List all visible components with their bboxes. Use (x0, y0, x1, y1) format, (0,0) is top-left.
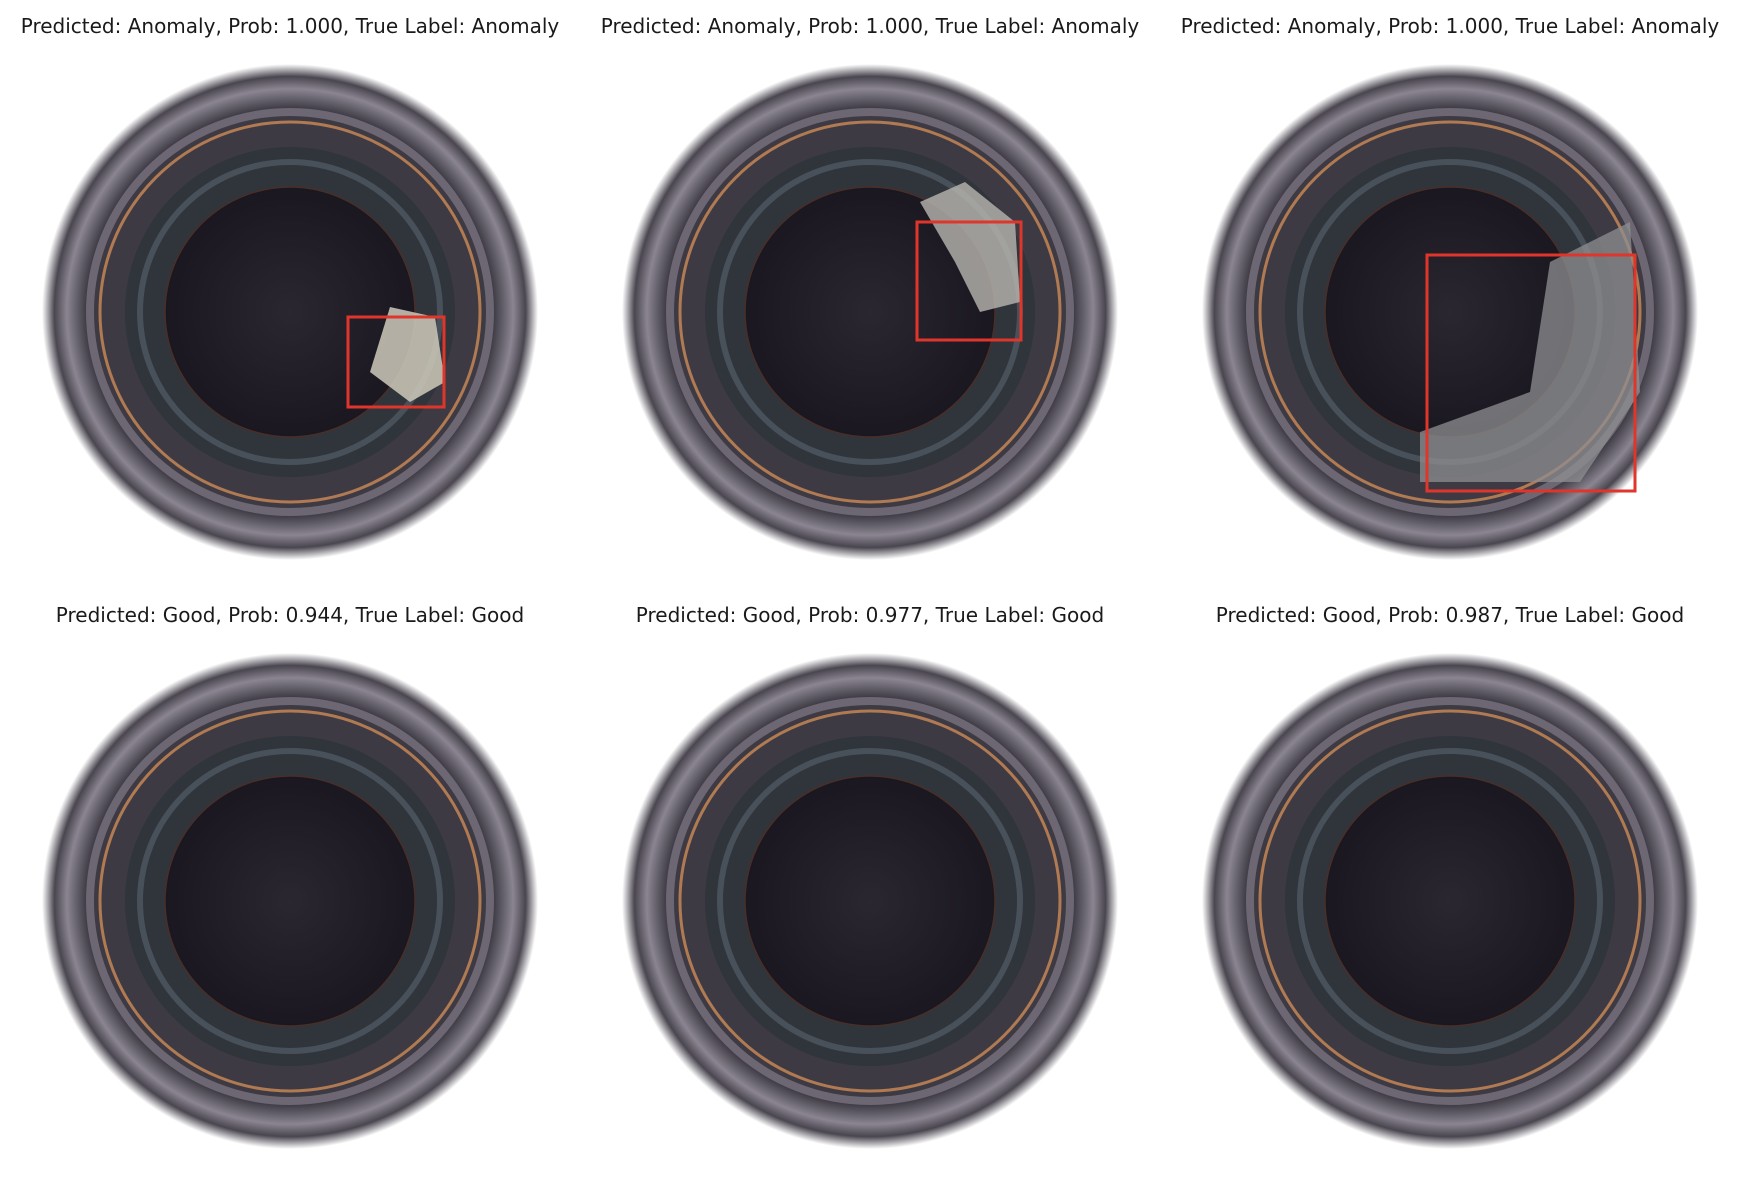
bottle-image (40, 62, 540, 562)
panel-title: Predicted: Good, Prob: 0.977, True Label… (635, 603, 1105, 627)
panel-4: Predicted: Good, Prob: 0.977, True Label… (580, 589, 1160, 1178)
bottle-image (620, 62, 1120, 562)
panel-3: Predicted: Good, Prob: 0.944, True Label… (0, 589, 580, 1178)
bottle-top-view (42, 64, 538, 560)
panel-1: Predicted: Anomaly, Prob: 1.000, True La… (580, 0, 1160, 589)
bottle-top-view (1202, 64, 1698, 560)
panel-title: Predicted: Anomaly, Prob: 1.000, True La… (1180, 14, 1720, 38)
bottle-image (620, 651, 1120, 1151)
anomaly-box (915, 220, 1023, 342)
bottle-top-view (42, 653, 538, 1149)
panel-title: Predicted: Good, Prob: 0.987, True Label… (1215, 603, 1685, 627)
anomaly-box (1425, 253, 1637, 493)
panel-2: Predicted: Anomaly, Prob: 1.000, True La… (1160, 0, 1740, 589)
panel-title: Predicted: Good, Prob: 0.944, True Label… (55, 603, 525, 627)
bottle-top-view (622, 64, 1118, 560)
bottle-image (1200, 651, 1700, 1151)
panel-title: Predicted: Anomaly, Prob: 1.000, True La… (600, 14, 1140, 38)
bottle-top-view (1202, 653, 1698, 1149)
panel-0: Predicted: Anomaly, Prob: 1.000, True La… (0, 0, 580, 589)
panel-title: Predicted: Anomaly, Prob: 1.000, True La… (20, 14, 560, 38)
bottle-image (40, 651, 540, 1151)
bottle-top-view (622, 653, 1118, 1149)
panel-5: Predicted: Good, Prob: 0.987, True Label… (1160, 589, 1740, 1178)
bottle-image (1200, 62, 1700, 562)
anomaly-box (346, 315, 446, 409)
